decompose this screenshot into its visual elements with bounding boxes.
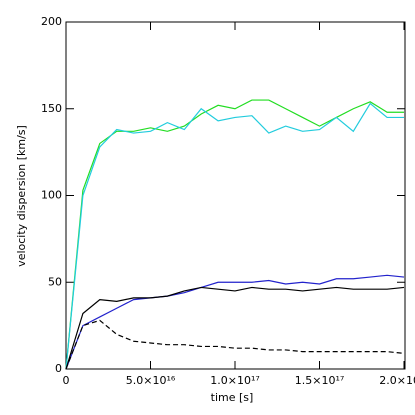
y-tick-label: 100 <box>41 189 62 202</box>
x-axis-label: time [s] <box>211 391 254 404</box>
y-tick-label: 50 <box>48 275 62 288</box>
series-line <box>65 319 405 370</box>
series-line <box>65 99 404 370</box>
x-tick-label: 5.0×10¹⁶ <box>126 374 176 387</box>
series-line <box>65 286 405 370</box>
series-line <box>65 274 405 370</box>
y-tick-label: 0 <box>55 362 62 375</box>
series-line <box>65 102 404 370</box>
plot-frame <box>65 21 406 370</box>
x-tick-label: 1.5×10¹⁷ <box>295 374 345 387</box>
x-tick-label: 2.0×10¹⁷ <box>379 374 415 387</box>
y-tick-label: 150 <box>41 102 62 115</box>
y-axis-label: velocity dispersion [km/s] <box>15 125 28 267</box>
x-tick-label: 0 <box>63 374 70 387</box>
x-tick-label: 1.0×10¹⁷ <box>210 374 260 387</box>
y-tick-label: 200 <box>41 15 62 28</box>
